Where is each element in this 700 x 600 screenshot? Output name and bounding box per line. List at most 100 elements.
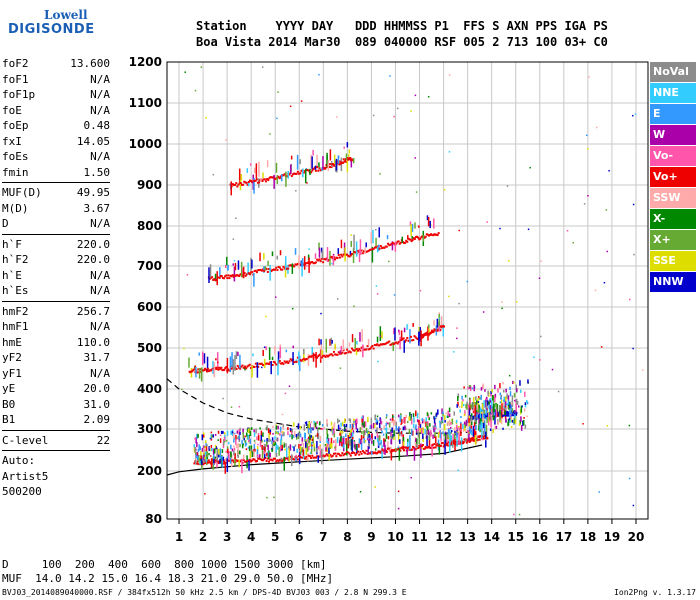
sparse-point — [583, 203, 586, 205]
echo-streak — [420, 330, 422, 347]
echo-point — [266, 425, 268, 431]
trace-point — [193, 462, 196, 465]
trace-point — [277, 175, 280, 178]
echo-point — [212, 434, 214, 438]
sparse-point — [482, 311, 485, 313]
x-tick-label: 20 — [628, 530, 645, 544]
echo-point — [523, 408, 526, 412]
echo-streak — [195, 367, 197, 378]
echo-point — [230, 430, 232, 435]
trace-point — [281, 362, 284, 365]
echo-point — [445, 412, 447, 415]
echo-point — [296, 448, 298, 453]
echo-streak — [188, 357, 190, 368]
echo-streak — [370, 232, 372, 244]
trace-point — [205, 370, 208, 373]
echo-streak — [198, 352, 200, 356]
trace-point — [282, 362, 285, 365]
echo-streak — [420, 443, 422, 458]
param-name: foE — [2, 103, 22, 117]
echo-streak — [256, 362, 259, 378]
echo-point — [304, 422, 307, 424]
echo-streak — [348, 342, 351, 347]
echo-point — [501, 409, 503, 412]
echo-streak — [233, 266, 236, 282]
echo-point — [516, 401, 519, 405]
sparse-point — [628, 424, 631, 427]
echo-point — [499, 410, 501, 414]
autoscaling-line: 500200 — [2, 485, 42, 498]
echo-streak — [262, 172, 264, 178]
sparse-point — [508, 374, 511, 377]
echo-streak — [353, 234, 355, 251]
x-tick-label: 3 — [223, 530, 231, 544]
echo-streak — [318, 242, 320, 251]
echo-point — [217, 453, 220, 458]
echo-point — [228, 451, 231, 454]
echo-point — [266, 437, 268, 444]
echo-point — [397, 414, 400, 418]
echo-point — [298, 432, 300, 438]
sparse-point — [339, 367, 342, 369]
trace-point — [388, 244, 391, 247]
echo-streak — [237, 442, 239, 459]
trace-point — [260, 269, 263, 272]
trace-point — [350, 347, 353, 350]
echo-streak — [428, 435, 431, 446]
echo-point — [447, 421, 449, 425]
sparse-point — [350, 234, 352, 236]
echo-streak — [407, 235, 409, 240]
echo-point — [488, 414, 491, 417]
trace-point — [404, 241, 407, 244]
echo-point — [313, 421, 316, 427]
trace-point — [275, 266, 278, 269]
echo-streak — [239, 354, 241, 369]
trace-point — [270, 176, 273, 179]
echo-streak — [375, 237, 377, 248]
trace-point — [264, 180, 267, 183]
trace-point — [390, 343, 393, 346]
sparse-point — [448, 295, 450, 298]
echo-point — [497, 388, 499, 393]
sparse-point — [414, 157, 416, 159]
echo-point — [337, 424, 340, 430]
echo-streak — [241, 458, 243, 474]
trace-point — [359, 450, 362, 453]
trace-point — [233, 367, 236, 370]
echo-point — [260, 430, 263, 437]
echo-point — [490, 414, 493, 417]
echo-streak — [219, 267, 221, 279]
trace-point — [261, 268, 264, 271]
echo-point — [425, 423, 428, 429]
trace-point — [298, 172, 301, 175]
echo-streak — [261, 447, 264, 459]
echo-point — [513, 381, 515, 384]
trace-point — [251, 181, 254, 184]
echo-point — [235, 439, 237, 445]
echo-streak — [329, 250, 331, 266]
sparse-point — [410, 110, 412, 112]
trace-point — [235, 182, 238, 185]
trace-point — [308, 455, 311, 458]
trace-point — [225, 274, 228, 277]
trace-point — [349, 454, 352, 457]
echo-point — [515, 398, 518, 404]
trace-point — [302, 357, 305, 360]
echo-point — [513, 417, 516, 424]
echo-point — [482, 383, 484, 389]
echo-point — [235, 444, 238, 448]
param-value: N/A — [90, 72, 110, 86]
echo-point — [441, 408, 443, 415]
trace-point — [227, 368, 230, 371]
echo-streak — [410, 224, 412, 237]
trace-point — [442, 325, 445, 328]
echo-streak — [326, 155, 328, 168]
echo-point — [416, 412, 419, 419]
sparse-point — [557, 390, 560, 393]
echo-point — [201, 447, 204, 452]
echo-point — [224, 432, 226, 435]
trace-point — [311, 169, 314, 172]
trace-point — [311, 261, 314, 264]
trace-point — [515, 411, 518, 414]
echo-point — [527, 379, 529, 384]
